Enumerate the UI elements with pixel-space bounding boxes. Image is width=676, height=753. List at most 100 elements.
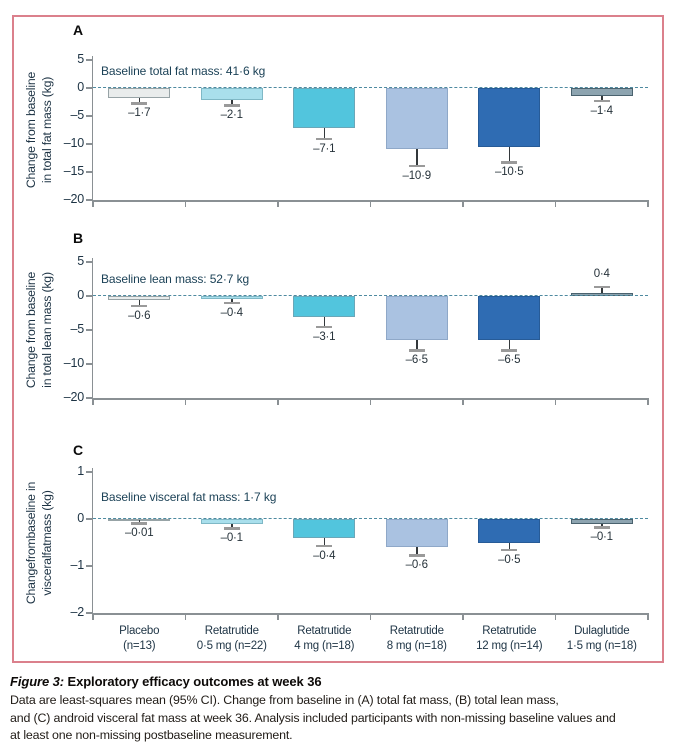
x-tick <box>277 613 279 620</box>
bar <box>108 296 171 301</box>
y-axis-title: Changefrombaseline in visceralfatmass (kg… <box>24 413 56 673</box>
error-bar-stem <box>508 340 510 351</box>
error-bar-cap <box>501 548 518 552</box>
category-label-line1: Placebo <box>119 625 160 637</box>
error-bar-stem <box>601 95 603 101</box>
error-bar-cap <box>593 99 610 103</box>
caption-line-2: and (C) android visceral fat mass at wee… <box>10 710 616 725</box>
x-tick <box>647 200 649 207</box>
bar <box>200 296 263 299</box>
error-bar-cap <box>223 527 240 530</box>
x-tick <box>92 200 94 207</box>
value-label: –6·5 <box>498 354 521 367</box>
error-bar-stem <box>416 149 418 166</box>
value-label: –0·1 <box>590 531 613 544</box>
category-label-line2: (n=13) <box>123 640 156 652</box>
error-bar-cap <box>316 544 333 548</box>
caption-line-3: at least one non-missing postbaseline me… <box>10 728 293 742</box>
y-tick <box>85 59 92 61</box>
x-tick <box>369 200 372 207</box>
category-label-line1: Retatrutide <box>389 625 444 637</box>
y-tick-label: 0 <box>77 288 84 302</box>
bar <box>200 519 263 524</box>
error-bar-stem <box>601 523 603 528</box>
category-label-line1: Retatrutide <box>204 625 259 637</box>
y-tick-label: –20 <box>63 192 84 206</box>
y-tick-label: 1 <box>77 464 84 478</box>
x-tick <box>462 398 464 405</box>
x-tick <box>277 398 279 405</box>
x-tick <box>184 200 187 207</box>
panel-label-A: A <box>73 22 84 38</box>
bar <box>385 296 448 341</box>
bar <box>293 296 356 318</box>
error-bar-cap <box>408 349 425 352</box>
error-bar-cap <box>408 554 425 557</box>
y-tick-label: –20 <box>63 390 84 404</box>
baseline-annotation: Baseline total fat mass: 41·6 kg <box>101 64 266 78</box>
error-bar-cap <box>223 104 240 107</box>
x-tick <box>554 398 557 405</box>
bar <box>293 519 356 538</box>
zero-line <box>93 295 648 296</box>
value-label: –0·5 <box>498 553 521 566</box>
value-label: 0·4 <box>593 268 610 281</box>
y-tick <box>85 171 92 173</box>
error-bar-cap <box>316 137 333 141</box>
error-bar-stem <box>323 537 325 546</box>
y-tick-label: –5 <box>70 322 84 336</box>
error-bar-stem <box>138 97 140 104</box>
category-label-line2: 8 mg (n=18) <box>386 640 447 652</box>
category-label-line2: 0·5 mg (n=22) <box>196 640 267 652</box>
bar <box>385 88 448 150</box>
bar <box>108 88 171 98</box>
y-tick <box>85 397 92 399</box>
value-label: –10·5 <box>495 166 524 179</box>
y-tick-label: –10 <box>63 136 84 150</box>
value-label: –0·1 <box>220 532 243 545</box>
error-bar-stem <box>231 298 233 303</box>
panel-label-C: C <box>73 442 84 458</box>
caption-title-text: Exploratory efficacy outcomes at week 36 <box>64 674 322 689</box>
y-tick <box>85 329 92 331</box>
category-label: Dulaglutide 1·5 mg (n=18) <box>556 624 649 654</box>
y-tick-label: –5 <box>70 108 84 122</box>
y-tick <box>85 295 92 297</box>
y-tick-label: –15 <box>63 164 84 178</box>
caption-figure-label: Figure 3: <box>10 674 64 689</box>
x-tick <box>554 613 557 620</box>
value-label: –1·7 <box>128 107 151 120</box>
x-tick <box>277 200 279 207</box>
category-label-line1: Retatrutide <box>482 625 537 637</box>
figure-caption: Figure 3: Exploratory efficacy outcomes … <box>10 674 670 745</box>
bar <box>293 88 356 128</box>
y-tick-label: –10 <box>63 356 84 370</box>
bar <box>570 519 633 524</box>
error-bar-cap <box>131 522 148 525</box>
x-tick <box>647 398 649 405</box>
bar <box>478 519 541 543</box>
error-bar-stem <box>231 523 233 529</box>
error-bar-stem <box>416 340 418 351</box>
x-tick <box>462 613 464 620</box>
y-tick <box>85 115 92 117</box>
error-bar-cap <box>593 526 610 529</box>
baseline-annotation: Baseline visceral fat mass: 1·7 kg <box>101 490 277 504</box>
value-label: –7·1 <box>313 142 336 155</box>
x-tick <box>184 398 187 405</box>
error-bar-cap <box>593 285 610 289</box>
y-axis-title-line: Changefrombaseline in <box>24 481 38 604</box>
x-tick <box>92 613 94 620</box>
y-tick-label: 0 <box>77 80 84 94</box>
bar <box>478 296 541 341</box>
bar <box>200 88 263 100</box>
value-label: –0·4 <box>220 306 243 319</box>
y-axis-line <box>91 56 93 200</box>
value-label: –0·4 <box>313 549 336 562</box>
category-label: Retatrutide 4 mg (n=18) <box>278 624 371 654</box>
error-bar-stem <box>601 287 603 294</box>
value-label: –0·6 <box>128 309 151 322</box>
value-label: –3·1 <box>313 330 336 343</box>
error-bar-stem <box>138 300 140 306</box>
